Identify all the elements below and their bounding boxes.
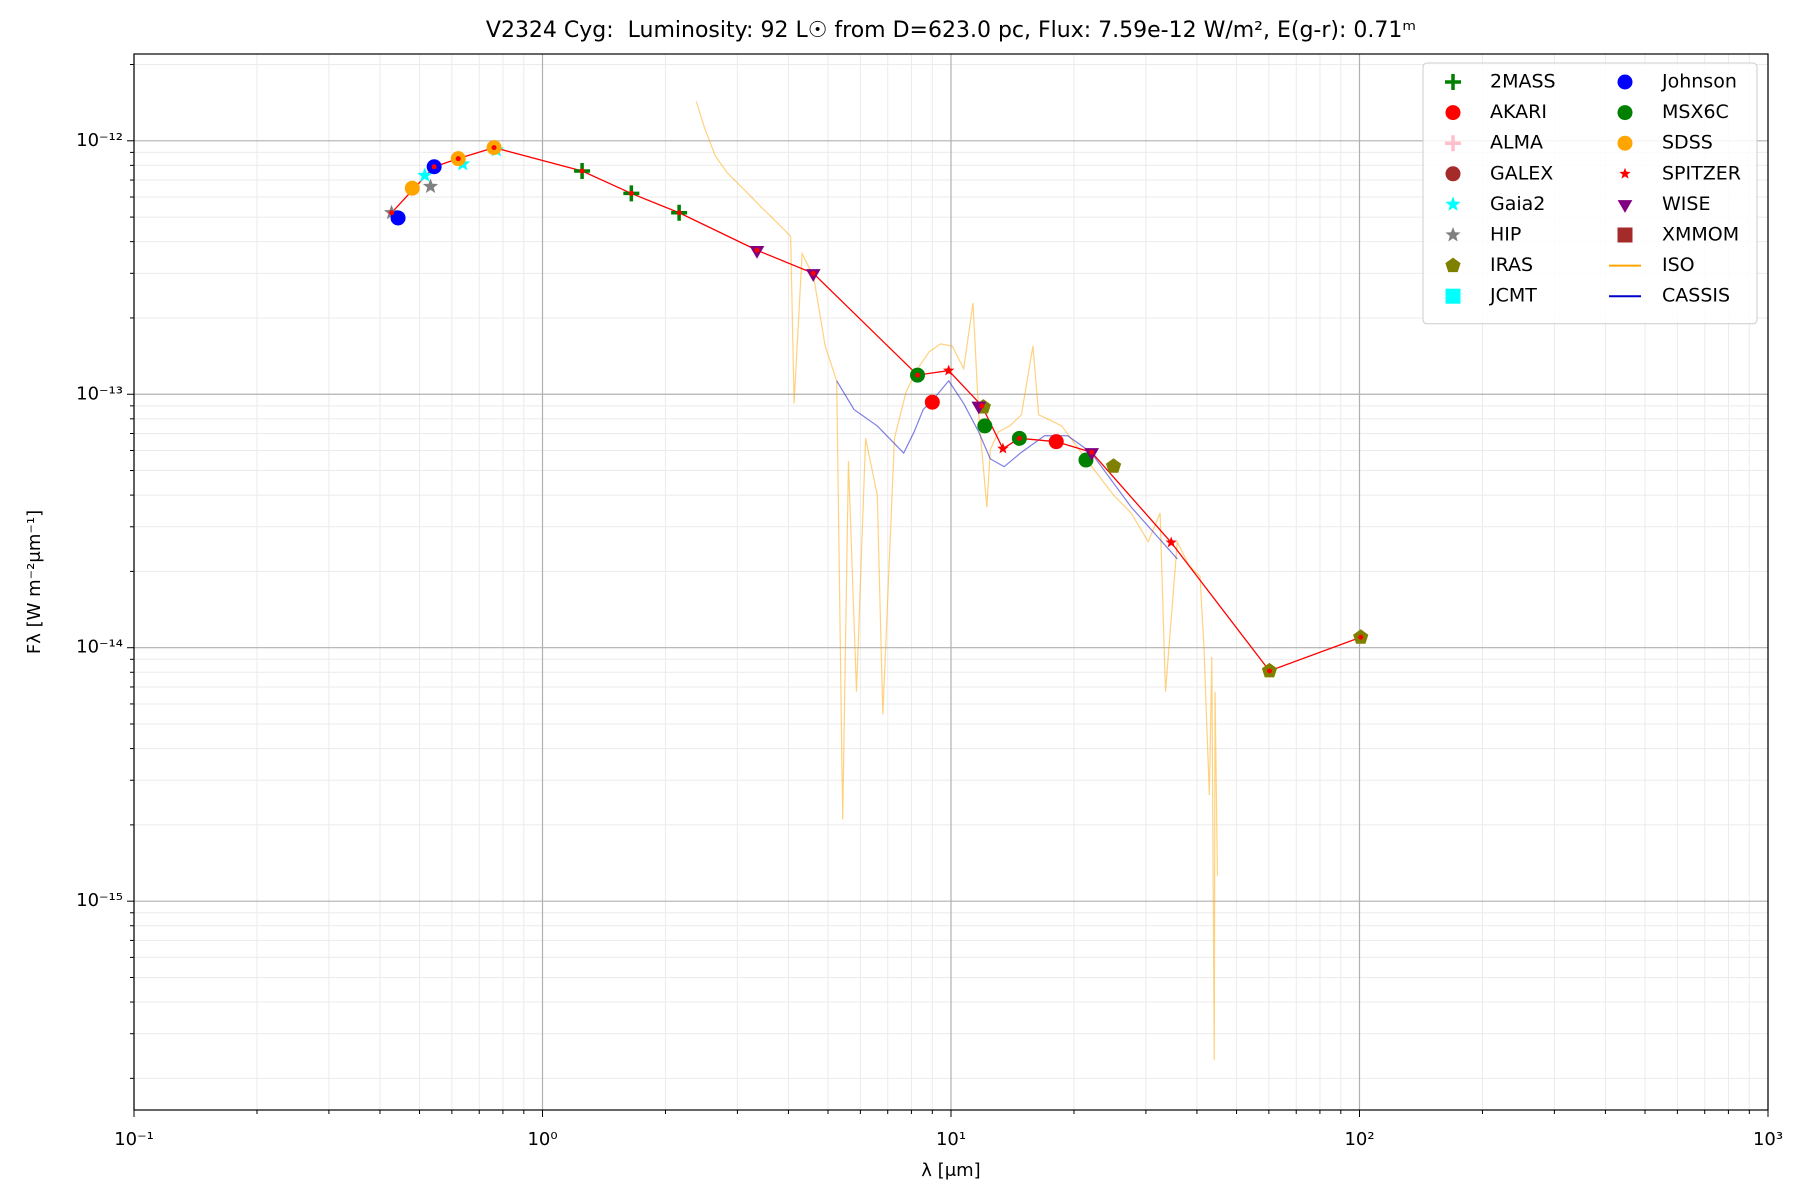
legend-marker (1445, 227, 1461, 242)
legend-label: GALEX (1490, 162, 1553, 184)
legend-label: HIP (1490, 224, 1521, 246)
legend-marker (1617, 227, 1633, 243)
legend-label: Gaia2 (1490, 193, 1545, 215)
y-axis-label: Fλ [W m⁻²μm⁻¹] (24, 510, 45, 654)
sed-vertex (676, 210, 682, 216)
legend-marker (1617, 200, 1633, 213)
legend-label: JCMT (1489, 285, 1537, 307)
legend-marker (1619, 167, 1631, 179)
x-tick-label: 10⁰ (527, 1129, 557, 1150)
spectrum-line (695, 101, 1219, 1061)
data-point (1105, 458, 1122, 473)
legend-label: SPITZER (1662, 162, 1741, 184)
sed-vertex (1053, 439, 1059, 445)
legend-label: AKARI (1490, 101, 1547, 123)
legend-marker (1617, 105, 1633, 121)
y-tick-label: 10⁻¹⁴ (76, 637, 123, 658)
legend-label: Johnson (1661, 71, 1737, 93)
legend-marker (1617, 135, 1633, 151)
sed-vertex (1016, 435, 1022, 441)
chart-title: V2324 Cyg: Luminosity: 92 L☉ from D=623.… (486, 18, 1416, 43)
sed-vertex (455, 156, 461, 162)
spectrum-line (836, 379, 1178, 560)
data-point (924, 394, 940, 410)
sed-vertex (979, 403, 985, 409)
legend-label: 2MASS (1490, 71, 1556, 93)
legend-marker (1617, 74, 1633, 90)
plot-frame (133, 53, 1769, 1111)
sed-vertex (579, 168, 585, 174)
data-point (417, 167, 433, 182)
y-tick-label: 10⁻¹⁵ (76, 890, 123, 911)
legend-label: IRAS (1490, 254, 1533, 276)
x-tick-label: 10² (1344, 1129, 1374, 1150)
legend-marker (1445, 257, 1461, 273)
sed-line (391, 146, 1361, 672)
sed-vertex (1000, 446, 1006, 452)
sed-vertex (491, 145, 497, 151)
legend-marker (1445, 135, 1461, 152)
legend-label: CASSIS (1662, 285, 1730, 307)
sed-vertex (754, 247, 760, 253)
data-point (422, 178, 439, 193)
sed-vertex (915, 372, 921, 378)
legend-box (1422, 62, 1758, 325)
sed-vertex (628, 190, 634, 196)
x-tick-label: 10³ (1753, 1129, 1783, 1150)
sed-vertex (1266, 668, 1272, 674)
legend-label: WISE (1662, 193, 1710, 215)
legend-marker (1445, 288, 1461, 304)
x-axis-label: λ [μm] (921, 1160, 980, 1181)
sed-vertex (1358, 634, 1364, 640)
legend-label: ISO (1662, 254, 1695, 276)
legend-marker (1445, 166, 1461, 182)
sed-vertex (1089, 449, 1095, 455)
sed-vertex (946, 368, 952, 374)
legend-label: SDSS (1662, 132, 1713, 154)
x-tick-label: 10¹ (936, 1129, 966, 1150)
sed-vertex (431, 164, 437, 170)
legend-marker (1445, 196, 1461, 211)
sed-vertex (810, 270, 816, 276)
legend-marker (1445, 105, 1461, 121)
legend-marker (1445, 74, 1461, 90)
x-tick-label: 10⁻¹ (114, 1129, 154, 1150)
legend-label: ALMA (1490, 132, 1543, 154)
y-tick-label: 10⁻¹² (76, 130, 123, 151)
sed-vertex (389, 210, 395, 216)
sed-vertex (1168, 540, 1174, 546)
data-point (390, 210, 406, 226)
data-point (404, 180, 420, 196)
legend-label: MSX6C (1662, 101, 1729, 123)
legend-label: XMMOM (1662, 224, 1739, 246)
data-point (977, 418, 993, 434)
y-tick-label: 10⁻¹³ (76, 383, 123, 404)
